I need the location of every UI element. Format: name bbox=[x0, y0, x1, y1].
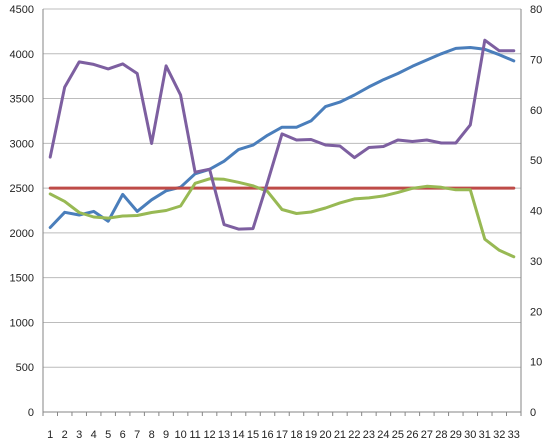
x-tick-label: 11 bbox=[189, 429, 200, 441]
series-line-1 bbox=[48, 46, 516, 229]
x-tick-label: 6 bbox=[120, 429, 126, 441]
x-tick-label: 20 bbox=[319, 429, 331, 441]
right-tick-label: 30 bbox=[530, 256, 542, 268]
left-tick-label: 500 bbox=[16, 362, 34, 374]
x-tick-label: 27 bbox=[421, 429, 433, 441]
right-tick-label: 20 bbox=[530, 306, 542, 318]
x-tick-label: 2 bbox=[62, 429, 68, 441]
right-tick-label: 60 bbox=[530, 105, 542, 117]
x-tick-label: 28 bbox=[435, 429, 447, 441]
x-tick-label: 29 bbox=[450, 429, 462, 441]
right-tick-label: 40 bbox=[530, 206, 542, 218]
series-line-3 bbox=[48, 177, 516, 259]
x-tick-label: 21 bbox=[334, 429, 346, 441]
axes bbox=[42, 9, 522, 416]
x-tick-label: 17 bbox=[276, 429, 288, 441]
x-tick-label: 14 bbox=[232, 429, 244, 441]
x-tick-label: 5 bbox=[105, 429, 111, 441]
x-tick-label: 9 bbox=[163, 429, 169, 441]
x-tick-label: 19 bbox=[305, 429, 317, 441]
x-tick-label: 3 bbox=[76, 429, 82, 441]
right-tick-label: 0 bbox=[530, 407, 536, 419]
series-lines bbox=[48, 38, 516, 259]
x-tick-label: 12 bbox=[203, 429, 215, 441]
x-tick-label: 15 bbox=[247, 429, 259, 441]
left-tick-label: 4500 bbox=[10, 4, 34, 16]
x-tick-label: 10 bbox=[174, 429, 186, 441]
left-tick-label: 1500 bbox=[10, 273, 34, 285]
left-axis-tick-labels: 0 500 1000 1500 2000 2500 3000 3500 4000 4500 bbox=[10, 4, 34, 419]
x-tick-label: 23 bbox=[363, 429, 375, 441]
x-tick-label: 33 bbox=[508, 429, 520, 441]
series-line-4 bbox=[48, 38, 516, 231]
right-axis-tick-labels: 0 10 20 30 40 50 60 70 80 bbox=[530, 4, 542, 419]
x-tick-label: 4 bbox=[91, 429, 97, 441]
x-tick-label: 1 bbox=[47, 429, 53, 441]
right-tick-label: 70 bbox=[530, 54, 542, 66]
x-tick-label: 22 bbox=[348, 429, 360, 441]
x-tick-label: 25 bbox=[392, 429, 404, 441]
left-tick-label: 3000 bbox=[10, 138, 34, 150]
right-tick-label: 50 bbox=[530, 155, 542, 167]
left-tick-label: 0 bbox=[28, 407, 34, 419]
left-tick-label: 2500 bbox=[10, 183, 34, 195]
x-tick-label: 30 bbox=[464, 429, 476, 441]
x-tick-label: 31 bbox=[479, 429, 491, 441]
x-tick-label: 7 bbox=[134, 429, 140, 441]
left-tick-label: 2000 bbox=[10, 228, 34, 240]
left-tick-label: 3500 bbox=[10, 94, 34, 106]
left-tick-label: 1000 bbox=[10, 317, 34, 329]
x-tick-label: 32 bbox=[493, 429, 505, 441]
right-tick-label: 80 bbox=[530, 4, 542, 16]
x-tick-label: 18 bbox=[290, 429, 302, 441]
right-tick-label: 10 bbox=[530, 357, 542, 369]
x-tick-label: 16 bbox=[261, 429, 273, 441]
x-tick-label: 8 bbox=[149, 429, 155, 441]
x-tick-label: 24 bbox=[377, 429, 389, 441]
x-tick-label: 26 bbox=[406, 429, 418, 441]
left-tick-label: 4000 bbox=[10, 49, 34, 61]
x-tick-label: 13 bbox=[218, 429, 230, 441]
x-axis-tick-labels: 1 2 3 4 5 6 7 8 9 10 11 12 13 14 15 16 17 18 19 20 21 22 23 24 2… bbox=[47, 429, 520, 441]
